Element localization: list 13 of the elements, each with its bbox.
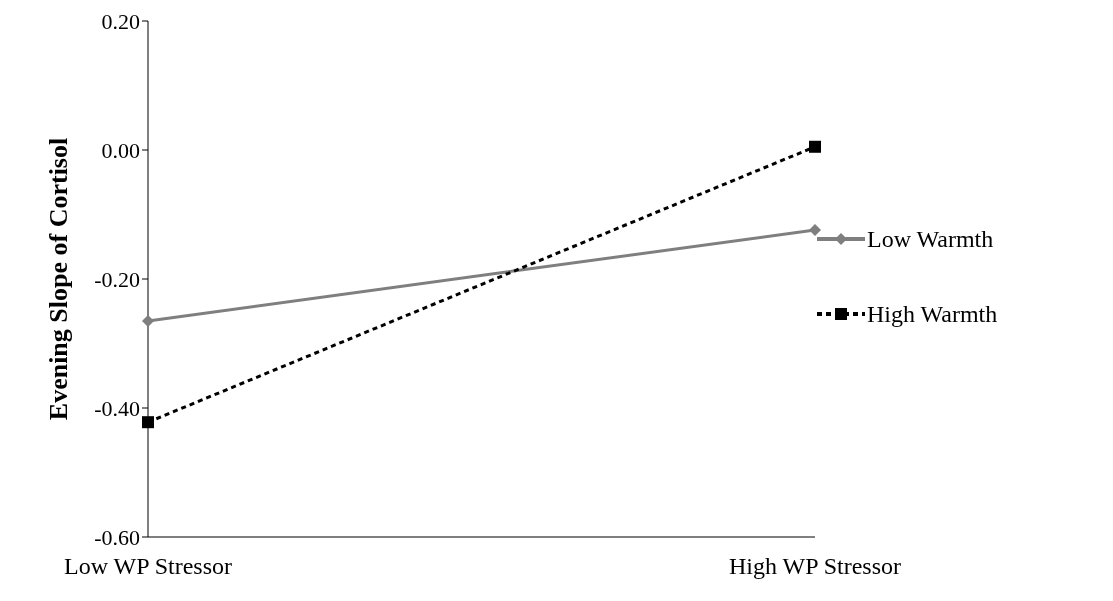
x-tick-label: Low WP Stressor (64, 553, 233, 580)
point (142, 416, 154, 429)
legend-label: High Warmth (867, 300, 998, 328)
legend-label: Low Warmth (867, 225, 994, 253)
x-tick-label: High WP Stressor (728, 553, 902, 580)
y-tick-label: -0.20 (94, 266, 140, 292)
y-tick-label: -0.40 (94, 395, 140, 421)
y-tick-label: 0.00 (101, 137, 140, 163)
y-tick-label: 0.20 (101, 8, 140, 34)
point (809, 223, 821, 236)
point (809, 140, 821, 153)
y-axis-title: Evening Slope of Cortisol (44, 137, 74, 421)
y-tick-label: -0.60 (94, 524, 140, 550)
